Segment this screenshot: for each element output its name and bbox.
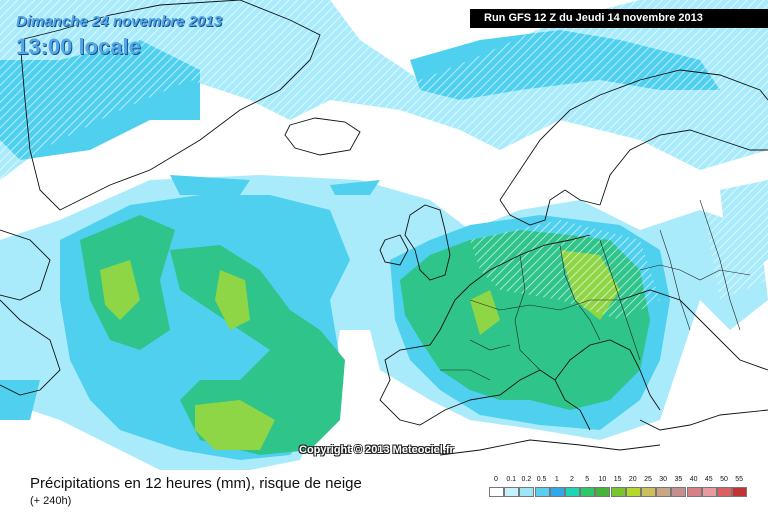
legend-label: 45 [704, 476, 713, 483]
legend-label: 0.1 [506, 476, 517, 483]
legend-swatch [641, 487, 656, 497]
legend-label: 55 [735, 476, 744, 483]
model-run-label: Run GFS 12 Z du Jeudi 14 novembre 2013 [470, 9, 768, 28]
country-borders [440, 199, 751, 381]
legend-label: 0 [494, 476, 498, 483]
legend-swatch [565, 487, 580, 497]
legend-swatch [580, 487, 596, 497]
legend-swatch [701, 487, 717, 497]
legend-label: 1 [554, 476, 559, 483]
legend-swatch [717, 487, 732, 497]
legend-swatch [610, 487, 626, 497]
legend-label: 30 [659, 476, 668, 483]
footer-bar: Précipitations en 12 heures (mm), risque… [0, 470, 768, 512]
legend-swatch [549, 487, 565, 497]
legend-label: 25 [644, 476, 652, 483]
coastlines [0, 0, 768, 456]
forecast-date: Dimanche 24 novembre 2013 [16, 13, 222, 30]
legend-label: 10 [598, 476, 607, 483]
legend-swatch [671, 487, 687, 497]
legend-label: 20 [628, 476, 637, 483]
forecast-time: 13:00 locale [16, 34, 141, 59]
legend-swatch [504, 487, 520, 497]
forecast-range: (+ 240h) [30, 495, 72, 507]
legend-swatch [732, 487, 748, 497]
legend-swatch [595, 487, 611, 497]
copyright-label: Copyright © 2013 Meteociel.fr [299, 444, 454, 456]
legend-label: 0.5 [536, 476, 547, 483]
legend-swatch [656, 487, 672, 497]
color-legend: 0 0.1 0.2 0.5 1 2 5 10 15 20 25 30 35 40 45 50 55 [489, 476, 750, 506]
legend-label: 15 [613, 476, 622, 483]
legend-label: 50 [720, 476, 728, 483]
snow-risk-hatch [0, 0, 768, 320]
legend-swatch [625, 487, 641, 497]
legend-swatch [686, 487, 702, 497]
legend-swatch [519, 487, 535, 497]
legend-swatch [534, 487, 550, 497]
legend-label: 35 [674, 476, 683, 483]
map-caption: Précipitations en 12 heures (mm), risque… [30, 475, 362, 492]
legend-label: 2 [570, 476, 574, 483]
legend-label: 0.2 [521, 476, 532, 483]
legend-label: 5 [585, 476, 590, 483]
precipitation-map [0, 0, 768, 470]
legend-swatch [489, 487, 504, 497]
legend-label: 40 [689, 476, 698, 483]
